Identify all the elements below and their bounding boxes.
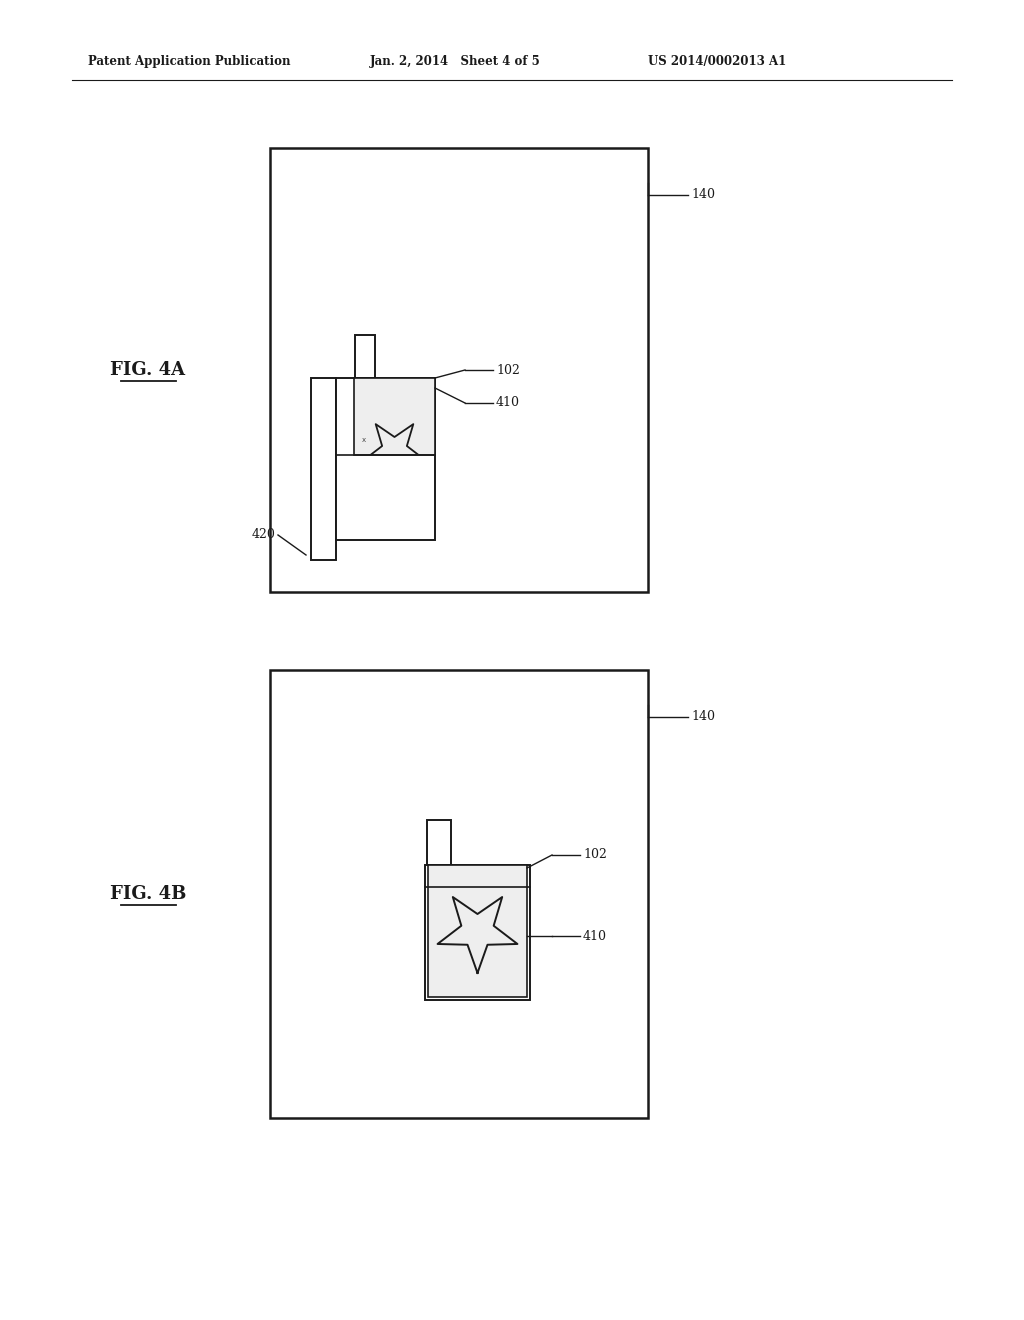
Bar	[428, 865, 527, 997]
Bar	[311, 378, 336, 560]
Bar	[427, 820, 451, 865]
Text: US 2014/0002013 A1: US 2014/0002013 A1	[648, 55, 786, 69]
Text: FIG. 4A: FIG. 4A	[111, 360, 185, 379]
Text: Patent Application Publication: Patent Application Publication	[88, 55, 291, 69]
Bar	[336, 378, 435, 540]
Text: FIG. 4B: FIG. 4B	[110, 884, 186, 903]
Bar	[425, 865, 530, 1001]
Text: 410: 410	[496, 396, 520, 409]
Text: Jan. 2, 2014   Sheet 4 of 5: Jan. 2, 2014 Sheet 4 of 5	[370, 55, 541, 69]
Bar	[270, 671, 648, 1118]
Text: 140: 140	[691, 189, 715, 202]
Text: 410: 410	[583, 929, 607, 942]
Text: 102: 102	[496, 363, 520, 376]
Text: 102: 102	[583, 849, 607, 862]
Text: 140: 140	[691, 710, 715, 723]
Bar	[354, 378, 435, 455]
Text: 420: 420	[251, 528, 275, 541]
Bar	[355, 335, 375, 378]
Bar	[270, 148, 648, 591]
Text: x: x	[361, 437, 366, 444]
